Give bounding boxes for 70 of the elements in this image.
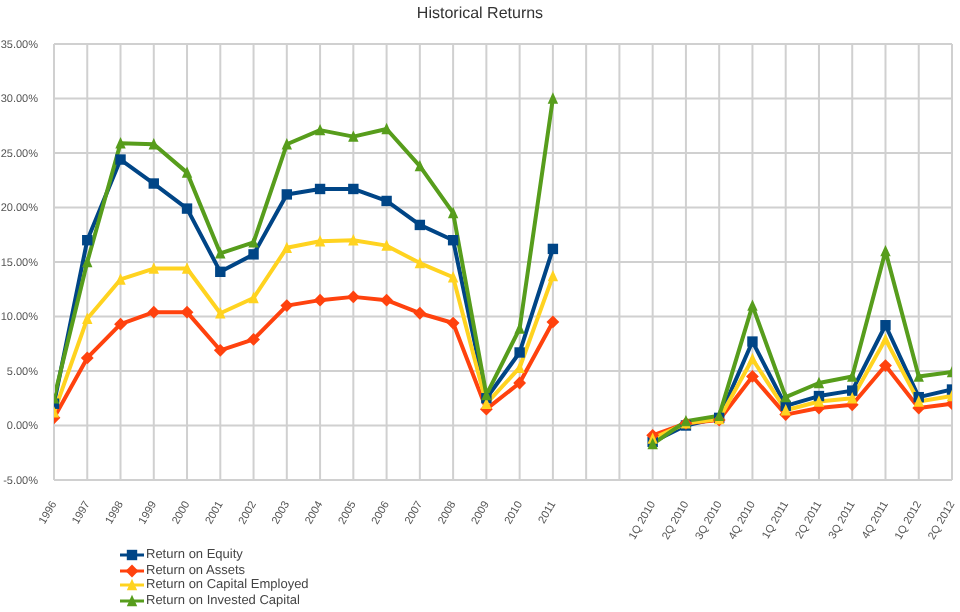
point — [313, 293, 327, 307]
point — [447, 235, 459, 246]
point — [381, 122, 392, 135]
point — [82, 255, 93, 268]
point — [181, 203, 193, 214]
point — [181, 262, 193, 274]
point — [314, 183, 326, 195]
point — [780, 390, 791, 403]
point — [381, 239, 392, 251]
point — [746, 370, 759, 383]
point — [514, 347, 525, 358]
point — [880, 333, 891, 345]
point — [82, 312, 93, 324]
point — [414, 159, 426, 172]
point — [115, 154, 126, 165]
point — [413, 306, 427, 320]
point — [215, 307, 226, 319]
point — [314, 235, 326, 247]
point — [248, 291, 259, 304]
point — [381, 195, 392, 207]
point — [414, 256, 426, 269]
point — [513, 376, 527, 390]
point — [880, 244, 891, 257]
point — [847, 385, 858, 396]
point — [380, 293, 393, 307]
point — [215, 247, 226, 259]
point — [247, 332, 260, 346]
point — [248, 249, 259, 260]
point — [281, 241, 293, 254]
point — [547, 243, 559, 255]
point — [281, 138, 293, 150]
point — [747, 299, 758, 311]
point — [348, 183, 359, 195]
point — [314, 123, 326, 136]
point — [114, 317, 127, 331]
point — [215, 266, 226, 278]
point — [879, 359, 892, 372]
point — [181, 166, 193, 178]
point — [82, 235, 93, 246]
point — [446, 316, 460, 330]
point — [281, 189, 293, 200]
point — [280, 299, 294, 312]
point — [115, 136, 126, 149]
point — [213, 343, 227, 357]
point — [148, 262, 159, 274]
point — [348, 234, 359, 246]
point — [80, 351, 94, 365]
point — [547, 269, 559, 282]
chart-title: Historical Returns — [414, 4, 546, 22]
point — [747, 336, 758, 347]
point — [880, 320, 891, 331]
point — [847, 392, 858, 404]
point — [547, 92, 559, 104]
point — [346, 290, 360, 304]
point — [747, 352, 758, 365]
point — [147, 305, 161, 319]
point — [813, 376, 825, 389]
point — [447, 206, 459, 219]
point — [348, 130, 359, 142]
point — [115, 273, 126, 285]
point — [414, 219, 426, 231]
point — [180, 305, 194, 319]
point — [148, 178, 159, 189]
point — [546, 315, 560, 329]
point — [913, 370, 924, 382]
point — [447, 271, 459, 283]
point — [248, 236, 259, 248]
point — [847, 370, 858, 382]
point — [813, 395, 825, 407]
point — [148, 138, 159, 150]
